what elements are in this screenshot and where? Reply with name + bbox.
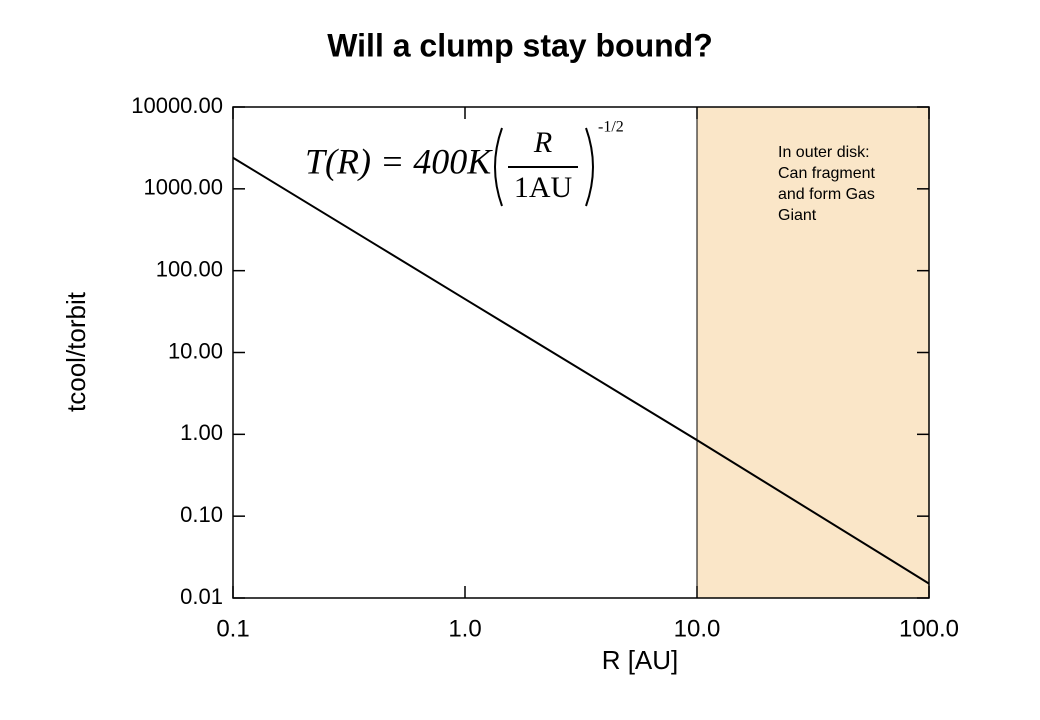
equation-exponent: -1/2 xyxy=(598,119,624,136)
x-tick-label: 0.1 xyxy=(216,615,249,642)
y-tick-label: 100.00 xyxy=(156,256,223,281)
equation: T(R) = 400K R 1AU -1/2 xyxy=(305,119,624,207)
equation-lhs: T(R) = 400K xyxy=(305,141,493,181)
data-line xyxy=(232,156,930,585)
y-axis-label: tcool/torbit xyxy=(61,291,91,412)
x-tick-label: 1.0 xyxy=(448,615,481,642)
equation-numerator: R xyxy=(533,126,552,159)
annotation: In outer disk: Can fragment and form Gas… xyxy=(778,144,875,224)
x-tick-label: 10.0 xyxy=(674,615,721,642)
y-tick-label: 0.10 xyxy=(180,502,223,527)
equation-denominator: 1AU xyxy=(514,171,573,204)
shaded-region xyxy=(696,106,930,599)
y-tick-label: 1000.00 xyxy=(143,175,223,200)
y-tick-label: 0.01 xyxy=(180,584,223,609)
parentheses xyxy=(494,127,594,207)
y-tick-label: 10000.00 xyxy=(131,93,223,118)
y-tick-label: 10.00 xyxy=(168,338,223,363)
x-axis-label: R [AU] xyxy=(602,645,679,675)
y-tick-label: 1.00 xyxy=(180,420,223,445)
chart-title: Will a clump stay bound? xyxy=(327,27,713,63)
x-tick-label: 100.0 xyxy=(899,615,959,642)
